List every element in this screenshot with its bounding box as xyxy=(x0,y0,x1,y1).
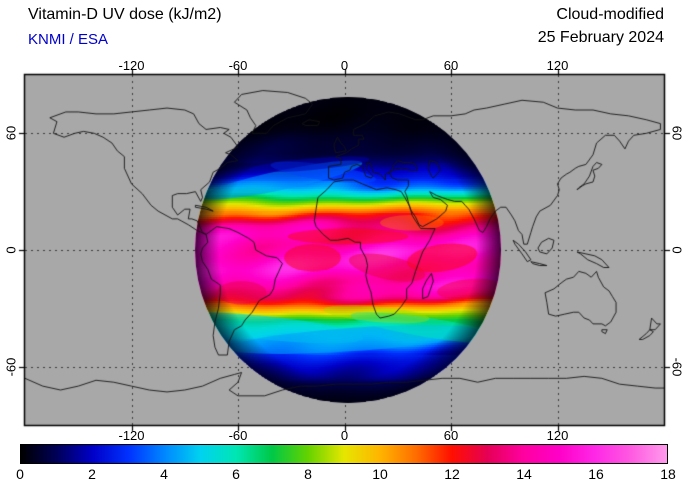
colorbar-tick-label: 8 xyxy=(304,466,312,482)
lon-tick-label-top: 120 xyxy=(546,58,569,73)
colorbar-tick-label: 6 xyxy=(232,466,240,482)
colorbar-tick-label: 18 xyxy=(660,466,676,482)
colorbar-tick-label: 4 xyxy=(160,466,168,482)
colorbar-tick-label: 16 xyxy=(588,466,604,482)
lat-tick-label-left: -60 xyxy=(3,357,19,377)
product-type-label: Cloud-modified xyxy=(556,6,664,23)
lon-tick-label-top: -120 xyxy=(118,58,145,73)
colorbar-tick-label: 0 xyxy=(16,466,24,482)
page-title: Vitamin-D UV dose (kJ/m2) xyxy=(28,6,222,23)
colorbar-tick-label: 14 xyxy=(516,466,532,482)
lat-tick-label-right: 0 xyxy=(669,246,685,254)
lon-tick-label-top: 0 xyxy=(340,58,349,73)
lon-tick-label-bottom: 120 xyxy=(546,428,569,443)
colorbar-tick-label: 12 xyxy=(444,466,460,482)
lon-tick-label-bottom: 0 xyxy=(340,428,349,443)
lat-tick-label-right: -60 xyxy=(669,357,685,377)
lat-tick-label-left: 60 xyxy=(3,126,19,141)
lat-tick-label-left: 0 xyxy=(3,246,19,254)
lon-tick-label-top: -60 xyxy=(228,58,248,73)
colorbar-gradient xyxy=(20,444,668,464)
colorbar-tick-label: 2 xyxy=(88,466,96,482)
lon-tick-label-bottom: -120 xyxy=(118,428,145,443)
lon-tick-label-bottom: 60 xyxy=(443,428,459,443)
lon-tick-label-top: 60 xyxy=(443,58,459,73)
lon-tick-label-bottom: -60 xyxy=(228,428,248,443)
colorbar-tick-label: 10 xyxy=(372,466,388,482)
lat-tick-label-right: 60 xyxy=(669,126,685,141)
date-label: 25 February 2024 xyxy=(537,29,664,46)
source-credit: KNMI / ESA xyxy=(28,31,109,48)
